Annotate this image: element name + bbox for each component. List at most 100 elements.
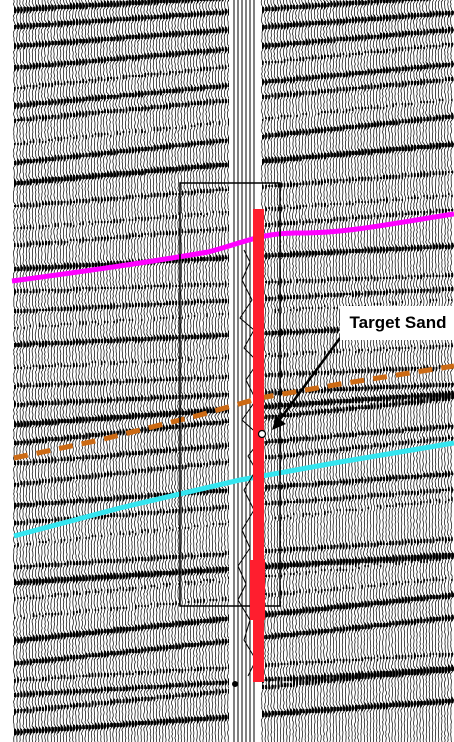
seismic-trace	[152, 0, 157, 742]
seismic-trace	[19, 0, 24, 742]
seismic-trace	[124, 0, 129, 742]
horizon-middle	[13, 363, 454, 461]
seismic-trace-fill	[20, 6, 23, 736]
seismic-trace	[40, 0, 45, 742]
seismic-trace-fill	[327, 2, 330, 714]
seismic-trace-fill	[150, 0, 153, 726]
seismic-trace-fill	[423, 0, 426, 706]
seismic-trace-fill	[51, 4, 54, 734]
seismic-trace	[25, 0, 30, 742]
seismic-trace-fill	[206, 0, 209, 722]
seismic-trace	[171, 0, 176, 742]
well-log-curve	[237, 249, 263, 677]
seismic-trace	[102, 0, 107, 742]
seismic-trace	[270, 0, 275, 742]
seismic-trace-fill	[131, 0, 135, 728]
seismic-trace	[112, 0, 117, 742]
seismic-trace-fill	[103, 0, 107, 730]
seismic-trace	[133, 0, 138, 742]
seismic-trace-fill	[141, 0, 144, 726]
seismic-trace	[68, 0, 73, 742]
seismic-trace-fill	[277, 6, 281, 716]
seismic-trace-fill	[122, 0, 126, 728]
seismic-trace-fill	[35, 4, 39, 734]
callout-arrowhead	[272, 416, 286, 430]
seismic-trace-fill	[153, 0, 157, 726]
seismic-trace-fill	[293, 4, 296, 716]
seismic-trace-fill	[134, 0, 138, 728]
well-bottom-marker	[232, 681, 238, 687]
seismic-trace	[118, 0, 123, 742]
seismic-trace	[34, 0, 39, 742]
seismic-trace	[167, 0, 173, 742]
seismic-trace-fill	[364, 0, 367, 710]
callout-arrow	[276, 337, 342, 423]
seismic-trace	[183, 0, 188, 742]
seismic-trace-fill	[66, 4, 70, 732]
seismic-trace-fill	[165, 0, 169, 726]
seismic-trace	[62, 0, 67, 742]
seismic-trace-fill	[286, 4, 290, 716]
seismic-trace	[71, 0, 76, 742]
seismic-trace-fill	[23, 6, 26, 736]
seismic-trace	[211, 0, 216, 742]
seismic-trace-fill	[358, 0, 361, 710]
seismic-trace	[415, 0, 421, 742]
seismic-trace-fill	[85, 2, 88, 730]
seismic-trace-fill	[386, 0, 389, 710]
seismic-trace	[276, 0, 281, 742]
seismic-trace-fill	[324, 0, 327, 714]
seismic-trace-fill	[413, 0, 417, 708]
seismic-trace	[81, 0, 86, 742]
seismic-trace-fill	[305, 2, 308, 716]
seismic-trace	[96, 0, 101, 742]
target-marker	[257, 429, 267, 439]
seismic-trace	[263, 0, 269, 742]
seismic-trace	[115, 0, 120, 742]
seismic-trace-fill	[144, 0, 147, 726]
seismic-trace-fill	[29, 6, 33, 736]
seismic-trace	[186, 0, 191, 742]
seismic-trace-fill	[302, 2, 305, 714]
seismic-trace-fill	[26, 6, 29, 734]
seismic-trace	[288, 0, 293, 742]
seismic-trace-fill	[45, 4, 48, 734]
seismic-trace-fill	[110, 0, 113, 728]
seismic-trace	[192, 0, 197, 742]
seismic-trace-fill	[296, 4, 299, 716]
seismic-trace	[127, 0, 132, 742]
seismic-trace-fill	[339, 0, 343, 712]
seismic-trace-fill	[395, 0, 398, 708]
seismic-trace-fill	[311, 2, 315, 714]
horizon-top	[11, 211, 454, 284]
target-sand-label: Target Sand	[340, 306, 454, 340]
seismic-trace-fill	[314, 2, 318, 714]
well-log-bar-wide	[250, 560, 265, 620]
seismic-trace	[87, 0, 92, 742]
seismic-trace-fill	[209, 0, 212, 722]
seismic-trace-fill	[107, 0, 110, 730]
seismic-trace-fill	[355, 0, 358, 712]
seismic-trace-fill	[17, 6, 20, 736]
seismic-trace	[146, 0, 151, 742]
seismic-trace-fill	[57, 4, 60, 734]
seismic-trace-fill	[330, 0, 333, 714]
seismic-trace	[93, 0, 98, 742]
seismic-trace-fill	[451, 10, 454, 704]
seismic-trace-fill	[38, 4, 42, 734]
seismic-trace	[74, 0, 80, 742]
seismic-trace-fill	[100, 0, 104, 730]
horizon-bottom	[13, 440, 454, 539]
seismic-trace	[177, 0, 182, 742]
seismic-trace-fill	[159, 0, 163, 726]
seismic-trace-fill	[172, 0, 175, 726]
seismic-trace-fill	[175, 0, 178, 724]
seismic-trace	[108, 0, 114, 742]
seismic-trace-fill	[97, 2, 101, 730]
seismic-trace-fill	[333, 0, 336, 714]
seismic-trace	[31, 0, 36, 742]
seismic-trace-fill	[317, 2, 321, 714]
seismic-trace-fill	[215, 0, 219, 722]
seismic-trace-fill	[342, 0, 346, 712]
seismic-trace	[43, 0, 48, 742]
